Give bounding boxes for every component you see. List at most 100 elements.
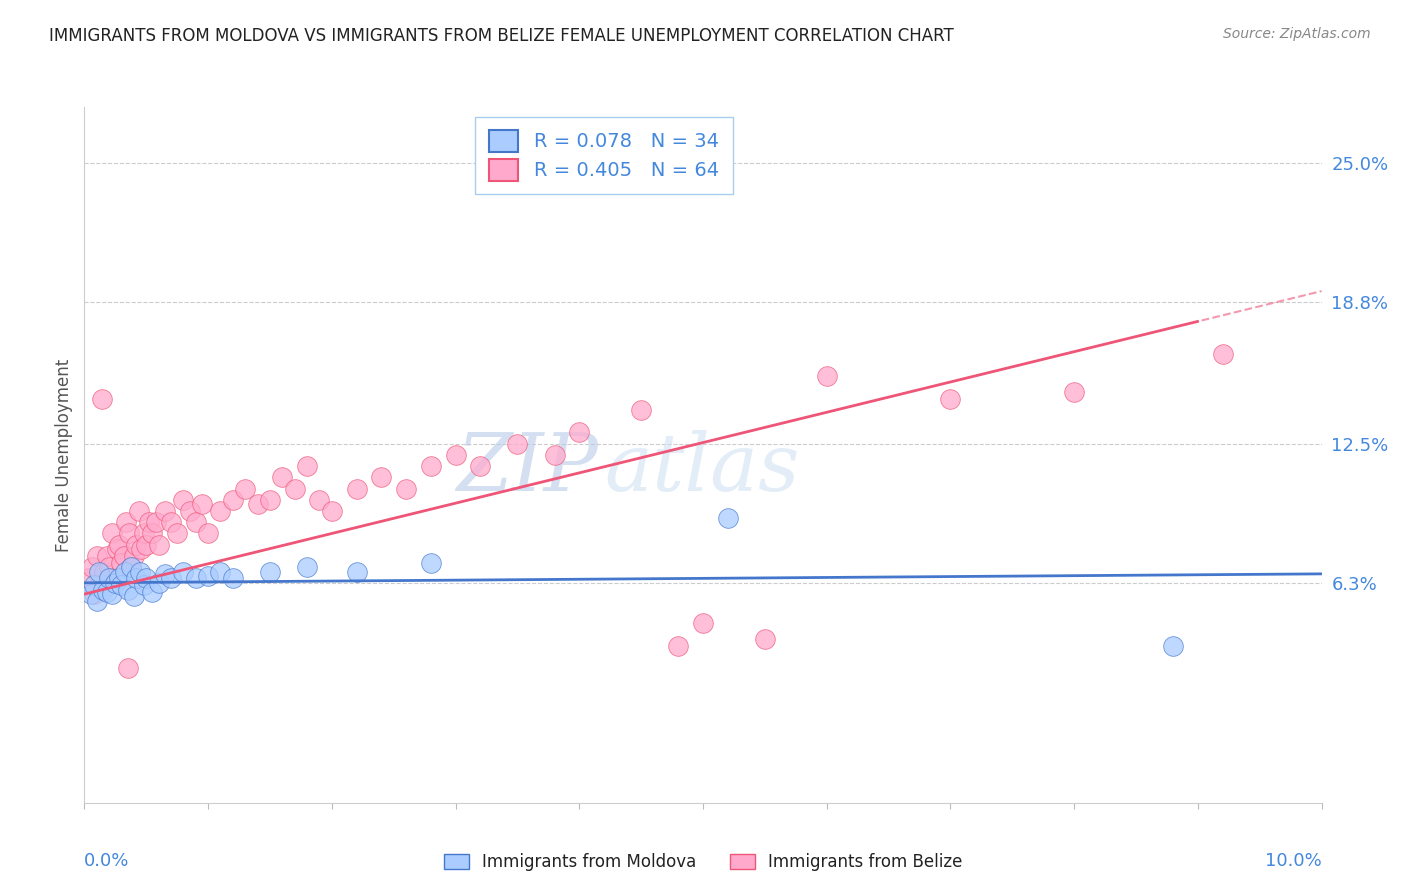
Point bbox=[246, 497, 269, 511]
Y-axis label: Female Unemployment: Female Unemployment bbox=[55, 359, 73, 551]
Point bbox=[209, 504, 232, 518]
Point bbox=[145, 515, 167, 529]
Point bbox=[233, 482, 256, 496]
Point bbox=[135, 538, 157, 552]
Point bbox=[370, 470, 392, 484]
Point bbox=[83, 578, 105, 592]
Point bbox=[153, 504, 176, 518]
Text: 10.0%: 10.0% bbox=[1265, 852, 1322, 870]
Point bbox=[110, 578, 132, 592]
Point bbox=[692, 616, 714, 631]
Point bbox=[172, 492, 194, 507]
Point bbox=[125, 571, 148, 585]
Point bbox=[128, 504, 150, 518]
Point bbox=[112, 549, 135, 563]
Point bbox=[108, 538, 131, 552]
Point bbox=[108, 571, 131, 585]
Point bbox=[90, 392, 112, 406]
Point bbox=[132, 526, 155, 541]
Point bbox=[89, 578, 111, 592]
Point bbox=[153, 566, 176, 581]
Point bbox=[117, 661, 139, 675]
Point bbox=[103, 571, 125, 585]
Point bbox=[141, 526, 163, 541]
Point bbox=[308, 492, 330, 507]
Point bbox=[184, 571, 207, 585]
Point bbox=[125, 538, 148, 552]
Point bbox=[939, 392, 962, 406]
Point bbox=[118, 526, 141, 541]
Point bbox=[259, 492, 281, 507]
Point bbox=[717, 510, 740, 524]
Text: ZIP: ZIP bbox=[456, 430, 598, 508]
Point bbox=[419, 556, 441, 570]
Point bbox=[96, 584, 118, 599]
Point bbox=[222, 492, 245, 507]
Point bbox=[419, 459, 441, 474]
Point bbox=[148, 538, 170, 552]
Point bbox=[110, 556, 132, 570]
Point bbox=[1161, 639, 1184, 653]
Point bbox=[114, 565, 136, 579]
Point bbox=[815, 369, 838, 384]
Point bbox=[98, 571, 121, 585]
Point bbox=[89, 565, 111, 579]
Point bbox=[79, 571, 101, 585]
Legend: Immigrants from Moldova, Immigrants from Belize: Immigrants from Moldova, Immigrants from… bbox=[437, 847, 969, 878]
Point bbox=[122, 549, 145, 563]
Point bbox=[115, 515, 138, 529]
Point bbox=[222, 571, 245, 585]
Point bbox=[259, 565, 281, 579]
Point bbox=[295, 560, 318, 574]
Point bbox=[321, 504, 343, 518]
Point bbox=[86, 594, 108, 608]
Point bbox=[93, 565, 115, 579]
Point bbox=[172, 565, 194, 579]
Point bbox=[346, 565, 368, 579]
Point bbox=[86, 549, 108, 563]
Point bbox=[184, 515, 207, 529]
Point bbox=[100, 587, 122, 601]
Point bbox=[1063, 385, 1085, 400]
Point bbox=[105, 542, 128, 557]
Point bbox=[754, 632, 776, 646]
Point bbox=[179, 504, 201, 518]
Point bbox=[129, 542, 152, 557]
Point bbox=[141, 584, 163, 599]
Point bbox=[104, 575, 127, 590]
Text: IMMIGRANTS FROM MOLDOVA VS IMMIGRANTS FROM BELIZE FEMALE UNEMPLOYMENT CORRELATIO: IMMIGRANTS FROM MOLDOVA VS IMMIGRANTS FR… bbox=[49, 27, 953, 45]
Point bbox=[395, 482, 418, 496]
Point bbox=[568, 425, 591, 440]
Point bbox=[197, 526, 219, 541]
Point bbox=[120, 560, 142, 574]
Point bbox=[120, 560, 142, 574]
Point bbox=[197, 569, 219, 583]
Point bbox=[160, 571, 183, 585]
Point bbox=[117, 582, 139, 597]
Text: Source: ZipAtlas.com: Source: ZipAtlas.com bbox=[1223, 27, 1371, 41]
Point bbox=[444, 448, 467, 462]
Point bbox=[543, 448, 565, 462]
Point bbox=[630, 403, 652, 417]
Point bbox=[470, 459, 492, 474]
Point bbox=[98, 560, 121, 574]
Point bbox=[100, 526, 122, 541]
Text: atlas: atlas bbox=[605, 430, 800, 508]
Point bbox=[1212, 347, 1234, 361]
Point bbox=[666, 639, 689, 653]
Point bbox=[132, 578, 155, 592]
Point bbox=[148, 575, 170, 590]
Point bbox=[160, 515, 183, 529]
Point bbox=[79, 587, 101, 601]
Point bbox=[166, 526, 188, 541]
Point bbox=[80, 560, 103, 574]
Point bbox=[191, 497, 214, 511]
Point bbox=[346, 482, 368, 496]
Point bbox=[295, 459, 318, 474]
Point bbox=[506, 436, 529, 450]
Point bbox=[122, 590, 145, 604]
Point bbox=[83, 587, 105, 601]
Point bbox=[129, 565, 152, 579]
Point bbox=[91, 582, 114, 597]
Point bbox=[209, 565, 232, 579]
